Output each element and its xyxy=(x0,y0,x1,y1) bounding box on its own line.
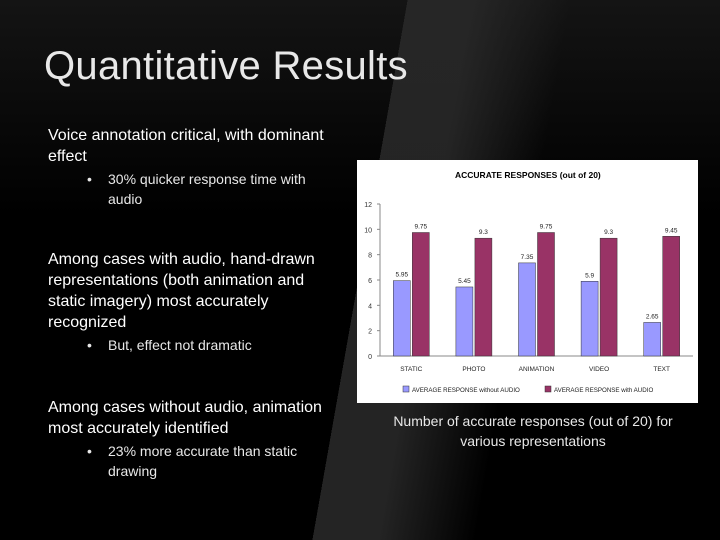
bar-with-audio xyxy=(474,237,493,357)
bar-with-audio xyxy=(599,237,618,357)
bullet-dot: • xyxy=(87,443,92,459)
sub-bullet-3: • 23% more accurate than static drawing xyxy=(87,441,338,481)
x-tick-label: PHOTO xyxy=(462,366,485,373)
bullet-2: Among cases with audio, hand-drawn repre… xyxy=(48,251,315,331)
data-label: 5.95 xyxy=(395,272,408,279)
bar-chart: ACCURATE RESPONSES (out of 20) 0 2 4 6 8 10 12 5… xyxy=(357,160,698,403)
bar-with-audio xyxy=(412,232,430,357)
bullet-1: Voice annotation critical, with dominant… xyxy=(48,127,324,165)
legend-swatch-without-audio xyxy=(402,385,410,393)
sub-bullet-2: • But, effect not dramatic xyxy=(87,335,338,355)
y-tick-label: 10 xyxy=(364,227,372,234)
y-tick-label: 2 xyxy=(368,329,372,336)
data-label: 7.35 xyxy=(521,254,534,261)
bullet-dot: • xyxy=(87,337,92,353)
bar-without-audio xyxy=(455,286,474,357)
data-label: 9.3 xyxy=(479,229,488,236)
sub-bullet-3-text: 23% more accurate than static drawing xyxy=(108,443,298,479)
chart-title: ACCURATE RESPONSES (out of 20) xyxy=(455,170,601,180)
bullet-3: Among cases without audio, animation mos… xyxy=(48,399,322,437)
y-tick-label: 0 xyxy=(368,354,372,361)
chart-svg: ACCURATE RESPONSES (out of 20) 0 2 4 6 8 10 12 5… xyxy=(364,170,693,394)
sub-bullet-2-text: But, effect not dramatic xyxy=(108,337,252,353)
data-label: 5.9 xyxy=(585,272,594,279)
bullet-dot: • xyxy=(87,171,92,187)
data-label: 9.45 xyxy=(665,227,678,234)
legend-label: AVERAGE RESPONSE with AUDIO xyxy=(554,387,653,394)
data-label: 9.75 xyxy=(540,224,553,231)
bar-without-audio xyxy=(643,322,661,357)
y-tick-label: 8 xyxy=(368,253,372,260)
y-tick-label: 12 xyxy=(364,202,372,209)
bullet-list: Voice annotation critical, with dominant… xyxy=(48,125,338,481)
x-tick-label: TEXT xyxy=(653,366,670,373)
data-label: 2.65 xyxy=(646,313,659,320)
bar-with-audio xyxy=(537,232,555,357)
data-label: 9.3 xyxy=(604,229,613,236)
x-tick-label: STATIC xyxy=(400,366,422,373)
y-tick-label: 6 xyxy=(368,278,372,285)
legend-swatch-with-audio xyxy=(544,385,552,393)
y-tick-label: 4 xyxy=(368,303,372,310)
bar-without-audio xyxy=(580,281,599,357)
data-label: 9.75 xyxy=(414,224,427,231)
sub-bullet-1-text: 30% quicker response time with audio xyxy=(108,171,306,207)
bar-without-audio xyxy=(518,262,536,357)
x-tick-label: VIDEO xyxy=(589,366,609,373)
x-tick-label: ANIMATION xyxy=(519,366,555,373)
data-label: 5.45 xyxy=(458,278,471,285)
sub-bullet-1: • 30% quicker response time with audio xyxy=(87,169,338,209)
bar-without-audio xyxy=(393,280,411,357)
chart-caption: Number of accurate responses (out of 20)… xyxy=(393,413,673,449)
slide-title: Quantitative Results xyxy=(44,44,408,88)
bar-with-audio xyxy=(662,236,680,357)
legend-label: AVERAGE RESPONSE without AUDIO xyxy=(412,387,520,394)
